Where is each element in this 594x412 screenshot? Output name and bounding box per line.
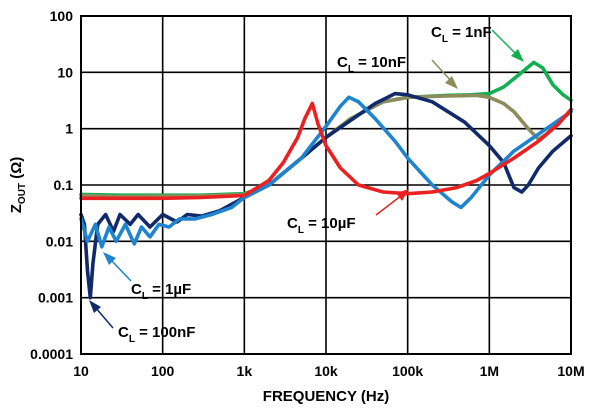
annotation-1nf: CL = 1nF bbox=[431, 24, 492, 45]
arrowhead-1nf bbox=[511, 49, 524, 62]
annotation-1uf: CL = 1µF bbox=[131, 281, 191, 302]
arrow-1nf bbox=[491, 29, 519, 57]
arrow-100nf bbox=[94, 306, 114, 329]
x-tick-label: 10 bbox=[73, 363, 89, 379]
y-tick-label: 0.01 bbox=[46, 233, 73, 249]
arrow-10nf bbox=[431, 59, 453, 83]
arrow-10uf bbox=[375, 194, 403, 216]
x-tick-label: 10k bbox=[314, 363, 338, 379]
arrowhead-1uf bbox=[103, 252, 116, 265]
y-axis-label: ZOUT (Ω) bbox=[8, 157, 28, 213]
y-tick-labels: 0.0001 0.001 0.01 0.1 1 10 100 bbox=[30, 8, 73, 362]
x-tick-label: 100k bbox=[392, 363, 423, 379]
annotation-100nf: CL = 100nF bbox=[118, 324, 195, 345]
plot-frame bbox=[80, 15, 572, 355]
x-tick-label: 1M bbox=[480, 363, 499, 379]
arrowhead-10uf bbox=[396, 189, 409, 201]
arrow-1uf bbox=[109, 258, 132, 282]
grid bbox=[80, 15, 572, 355]
arrowhead-100nf bbox=[89, 300, 101, 313]
annotation-10uf: CL = 10µF bbox=[287, 215, 356, 236]
y-tick-label: 0.001 bbox=[38, 290, 73, 306]
arrowhead-10nf bbox=[445, 76, 458, 89]
x-tick-label: 1k bbox=[237, 363, 253, 379]
y-tick-label: 10 bbox=[57, 64, 73, 80]
annotation-10nf: CL = 10nF bbox=[337, 54, 406, 75]
series-group bbox=[79, 60, 573, 300]
x-tick-label: 100 bbox=[151, 363, 175, 379]
series-line-1f bbox=[79, 95, 573, 249]
y-tick-label: 100 bbox=[50, 8, 74, 24]
y-tick-label: 1 bbox=[65, 121, 73, 137]
x-axis-label: FREQUENCY (Hz) bbox=[263, 388, 389, 405]
annotation-arrows bbox=[89, 29, 524, 329]
x-tick-labels: 10 100 1k 10k 100k 1M 10M bbox=[73, 363, 584, 379]
y-tick-label: 0.1 bbox=[54, 177, 74, 193]
y-tick-label: 0.0001 bbox=[30, 346, 73, 362]
series-line-10f bbox=[79, 101, 573, 201]
x-tick-label: 10M bbox=[557, 363, 584, 379]
